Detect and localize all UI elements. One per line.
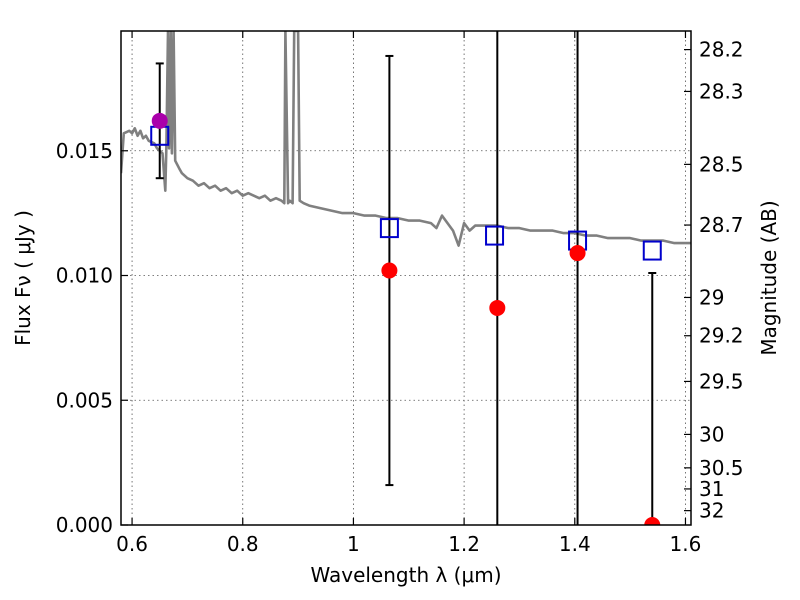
y-axis-title: Flux Fν ( μJy )	[11, 210, 35, 346]
model-photometry-markers	[150, 125, 662, 261]
magnitude-tick-label: 28.3	[699, 79, 744, 103]
observed-flux-markers	[151, 112, 661, 525]
model-photometry-square	[642, 240, 662, 261]
y-tick-label: 0.015	[56, 139, 113, 163]
y-tick-label: 0.005	[56, 388, 113, 412]
magnitude-tick-label: 30	[699, 422, 724, 446]
magnitude-axis-title: Magnitude (AB)	[757, 200, 781, 355]
observed-flux-point	[489, 299, 506, 316]
spectrum-line	[121, 31, 691, 247]
x-tick-label: 1.4	[559, 532, 591, 556]
model-photometry-square	[379, 218, 399, 239]
y-tick-label: 0.010	[56, 264, 113, 288]
magnitude-tick-label: 30.5	[699, 456, 744, 480]
x-axis-title: Wavelength λ (μm)	[310, 563, 501, 587]
y-tick-label: 0.000	[56, 513, 113, 537]
plot-frame	[120, 30, 692, 526]
x-tick-label: 1.6	[670, 532, 702, 556]
magnitude-tick-label: 28.7	[699, 213, 744, 237]
magnitude-tick-label: 28.2	[699, 38, 744, 62]
magnitude-tick-label: 32	[699, 499, 724, 523]
y-axis-ticks: 0.000 0.005 0.010 0.015	[56, 139, 128, 537]
magnitude-tick-label: 29	[699, 285, 724, 309]
observed-flux-point	[644, 517, 661, 525]
x-tick-label: 1	[347, 532, 360, 556]
x-tick-label: 1.2	[448, 532, 480, 556]
model-spectrum	[121, 31, 691, 247]
magnitude-tick-label: 29.2	[699, 324, 744, 348]
observed-flux-point	[381, 262, 398, 279]
model-photometry-square	[485, 225, 505, 246]
magnitude-tick-label: 28.5	[699, 152, 744, 176]
magnitude-tick-label: 29.5	[699, 369, 744, 393]
x-tick-label: 0.6	[116, 532, 148, 556]
grid	[121, 31, 691, 526]
error-bars	[155, 31, 657, 525]
observed-flux-point	[569, 245, 586, 262]
x-axis-ticks: 0.6 0.8 1 1.2 1.4 1.6	[116, 31, 701, 556]
observed-flux-point-highlight	[151, 112, 168, 129]
x-tick-label: 0.8	[227, 532, 259, 556]
magnitude-tick-label: 31	[699, 477, 724, 501]
